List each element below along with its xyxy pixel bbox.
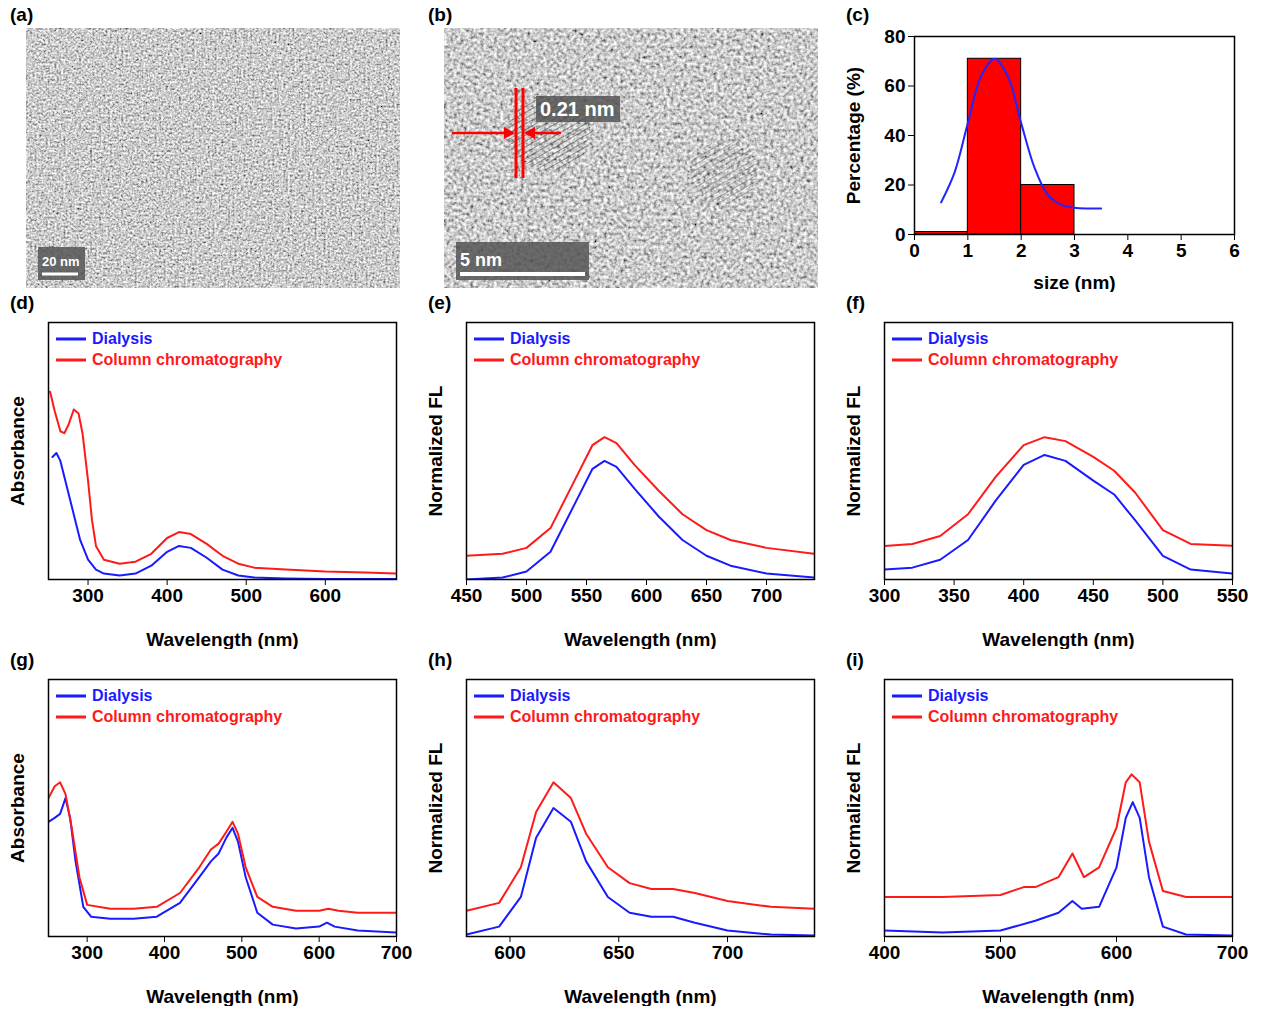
svg-text:Wavelength (nm): Wavelength (nm) [982, 629, 1134, 650]
svg-text:400: 400 [151, 585, 183, 606]
svg-text:300: 300 [72, 585, 104, 606]
svg-text:6: 6 [1229, 240, 1240, 261]
html-text:Column chromatography: Column chromatography [510, 351, 701, 368]
svg-text:400: 400 [869, 942, 901, 963]
svg-text:Wavelength (nm): Wavelength (nm) [564, 629, 716, 650]
svg-text:500: 500 [230, 585, 262, 606]
html-text:Column chromatography: Column chromatography [928, 351, 1119, 368]
svg-text:2: 2 [1016, 240, 1027, 261]
svg-text:5 nm: 5 nm [460, 250, 502, 270]
svg-text:80: 80 [884, 26, 905, 47]
svg-text:Normalized FL: Normalized FL [425, 385, 446, 516]
html-text:(a): (a) [10, 4, 34, 25]
svg-text:700: 700 [712, 942, 744, 963]
svg-text:0: 0 [895, 224, 906, 245]
svg-text:600: 600 [494, 942, 526, 963]
html-text:(c): (c) [846, 4, 870, 25]
svg-text:Normalized FL: Normalized FL [843, 742, 864, 873]
html-text:(i): (i) [846, 649, 864, 670]
svg-text:300: 300 [71, 942, 103, 963]
html-text:(g): (g) [10, 649, 35, 670]
svg-text:600: 600 [303, 942, 335, 963]
svg-text:700: 700 [751, 585, 783, 606]
svg-text:Absorbance: Absorbance [7, 753, 28, 863]
svg-text:Wavelength (nm): Wavelength (nm) [564, 986, 716, 1007]
svg-text:700: 700 [381, 942, 413, 963]
html-text:Column chromatography: Column chromatography [92, 351, 283, 368]
svg-text:Absorbance: Absorbance [7, 396, 28, 506]
svg-text:20: 20 [884, 174, 905, 195]
svg-text:500: 500 [1147, 585, 1179, 606]
svg-text:4: 4 [1123, 240, 1134, 261]
svg-text:60: 60 [884, 75, 905, 96]
svg-text:Wavelength (nm): Wavelength (nm) [146, 629, 298, 650]
svg-text:400: 400 [1008, 585, 1040, 606]
svg-text:0.21 nm: 0.21 nm [540, 98, 614, 120]
svg-text:600: 600 [1101, 942, 1133, 963]
svg-text:550: 550 [571, 585, 603, 606]
svg-text:Normalized FL: Normalized FL [425, 742, 446, 873]
svg-text:Normalized FL: Normalized FL [843, 385, 864, 516]
svg-text:20 nm: 20 nm [42, 254, 80, 269]
svg-text:3: 3 [1069, 240, 1080, 261]
svg-text:500: 500 [985, 942, 1017, 963]
svg-text:300: 300 [869, 585, 901, 606]
html-text:Column chromatography: Column chromatography [92, 708, 283, 725]
html-text:(f): (f) [846, 292, 865, 313]
svg-text:size (nm): size (nm) [1033, 272, 1115, 293]
html-text:Dialysis: Dialysis [510, 687, 571, 704]
svg-text:1: 1 [963, 240, 974, 261]
svg-text:450: 450 [451, 585, 483, 606]
svg-text:500: 500 [511, 585, 543, 606]
html-text:Dialysis: Dialysis [510, 330, 571, 347]
svg-text:700: 700 [1217, 942, 1249, 963]
html-text:Dialysis: Dialysis [928, 330, 989, 347]
svg-text:Percentage (%): Percentage (%) [843, 67, 864, 204]
svg-text:600: 600 [631, 585, 663, 606]
svg-text:400: 400 [149, 942, 181, 963]
svg-text:0: 0 [909, 240, 920, 261]
html-text:(b): (b) [428, 4, 453, 25]
svg-text:550: 550 [1217, 585, 1249, 606]
html-text:Dialysis: Dialysis [92, 687, 153, 704]
svg-text:500: 500 [226, 942, 258, 963]
svg-text:350: 350 [938, 585, 970, 606]
html-text:(h): (h) [428, 649, 453, 670]
svg-text:40: 40 [884, 125, 905, 146]
html-text:(e): (e) [428, 292, 452, 313]
svg-text:600: 600 [309, 585, 341, 606]
svg-text:Wavelength (nm): Wavelength (nm) [146, 986, 298, 1007]
html-text:(d): (d) [10, 292, 35, 313]
html-text:Column chromatography: Column chromatography [510, 708, 701, 725]
svg-text:5: 5 [1176, 240, 1187, 261]
svg-text:Wavelength (nm): Wavelength (nm) [982, 986, 1134, 1007]
html-text:Dialysis: Dialysis [92, 330, 153, 347]
svg-text:650: 650 [603, 942, 635, 963]
svg-text:650: 650 [691, 585, 723, 606]
html-text:Column chromatography: Column chromatography [928, 708, 1119, 725]
html-text:Dialysis: Dialysis [928, 687, 989, 704]
svg-text:450: 450 [1077, 585, 1109, 606]
